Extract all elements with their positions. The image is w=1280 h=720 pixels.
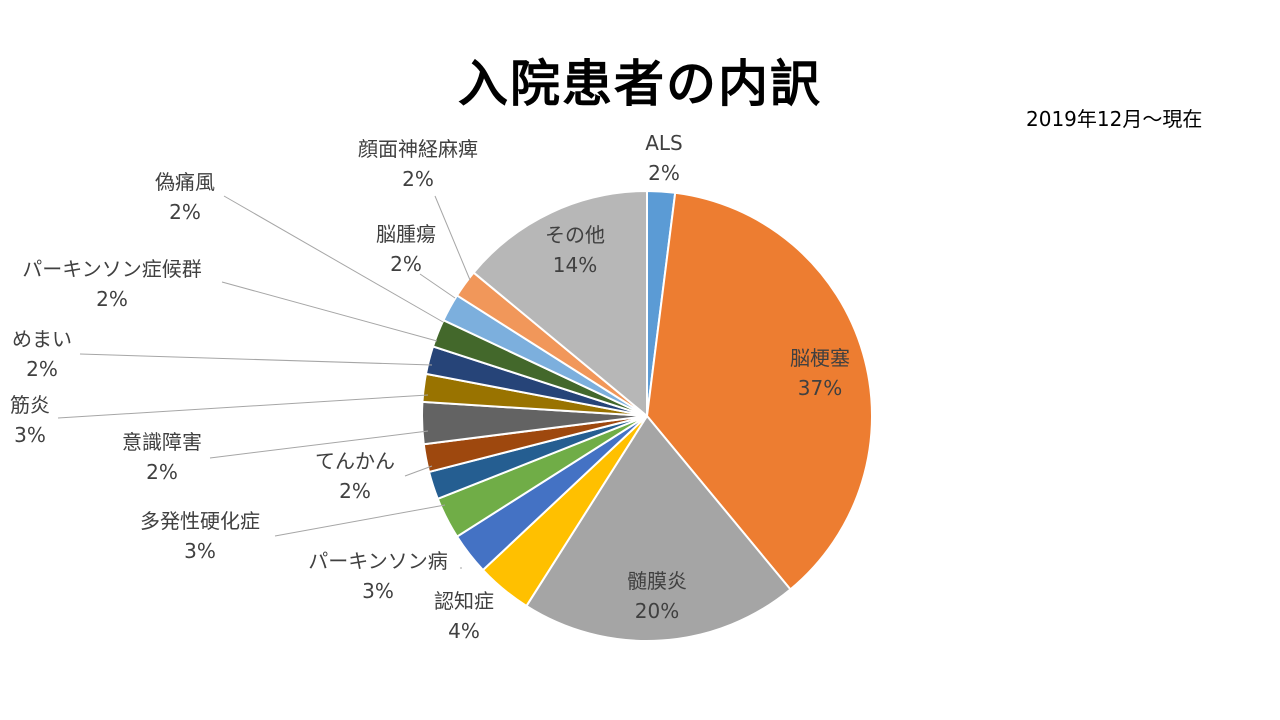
slice-percent-label: 3% [14,423,46,447]
slice-percent-label: 2% [26,357,58,381]
slice-label: パーキンソン病 [308,549,447,573]
leader-line [57,394,429,419]
slice-percent-label: 4% [448,619,480,643]
slice-label: 偽痛風 [155,170,215,194]
slice-percent-label: 2% [146,460,178,484]
slice-label: その他 [545,223,605,247]
slice-label: パーキンソン症候群 [22,257,201,281]
slice-percent-label: 2% [169,200,201,224]
slice-label: 意識障害 [122,430,202,454]
slice-label: めまい [12,327,72,351]
slice-label: 多発性硬化症 [140,509,260,533]
leader-line [274,504,446,537]
slice-percent-label: 2% [402,167,434,191]
leader-line [79,353,433,366]
chart-title: 入院患者の内訳 [458,55,822,113]
slice-percent-label: 3% [184,539,216,563]
slice-label: 筋炎 [10,393,50,417]
slice-label: ALS [645,131,683,155]
slice-percent-label: 14% [553,253,597,277]
leader-line [434,195,471,281]
slice-percent-label: 37% [798,376,842,400]
slice-label: 脳腫瘍 [376,222,436,246]
pie-slice [525,414,792,642]
slice-percent-label: 20% [635,599,679,623]
leader-line [221,281,438,342]
slice-percent-label: 2% [339,479,371,503]
leader-line [223,195,444,323]
slice-label: 脳梗塞 [790,346,850,370]
slice-label: 髄膜炎 [627,569,687,593]
slice-percent-label: 2% [390,252,422,276]
slice-percent-label: 2% [96,287,128,311]
leader-line [209,430,429,459]
slice-label: てんかん [315,449,395,473]
slice-label: 顔面神経麻痺 [358,137,478,161]
leader-line [419,273,456,299]
slice-label: 認知症 [434,589,494,613]
slice-percent-label: 3% [362,579,394,603]
leader-line [404,465,433,477]
pie-slice [645,191,874,591]
period-label: 2019年12月〜現在 [1026,107,1203,131]
slice-percent-label: 2% [648,161,680,185]
pie-slice [472,189,648,419]
